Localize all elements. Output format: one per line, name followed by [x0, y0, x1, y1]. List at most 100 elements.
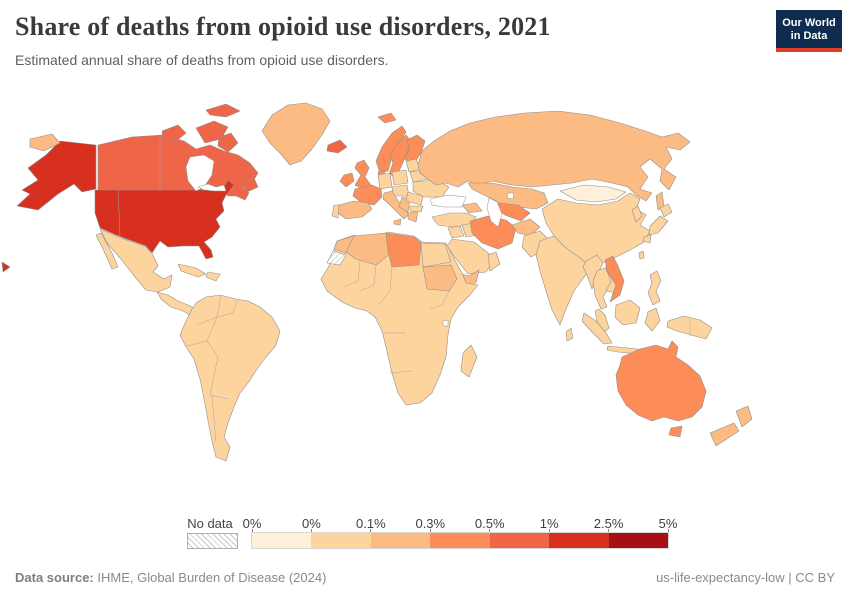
country-spain[interactable] — [337, 200, 373, 220]
legend-tick-label: 0% — [242, 516, 262, 531]
country-japan-honshu[interactable] — [648, 215, 669, 236]
country-japan-kyushu[interactable] — [642, 234, 652, 244]
country-mexico-baja[interactable] — [95, 232, 119, 270]
legend-bucket-2[interactable] — [370, 533, 431, 548]
country-sulawesi[interactable] — [644, 307, 661, 332]
country-south-korea[interactable] — [631, 205, 643, 223]
owid-logo[interactable]: Our World in Data — [776, 10, 842, 52]
legend-bucket-5[interactable] — [549, 533, 609, 548]
country-new-guinea[interactable] — [666, 315, 713, 340]
country-iceland[interactable] — [326, 139, 348, 154]
country-tasmania[interactable] — [668, 425, 683, 438]
country-ireland[interactable] — [339, 172, 355, 188]
country-border-line — [429, 290, 450, 310]
legend-bucket-1[interactable] — [311, 533, 371, 548]
legend-tick-label: 0.1% — [356, 516, 386, 531]
legend-color-bar — [251, 532, 669, 549]
legend-tick-mark — [251, 529, 253, 533]
country-new-zealand-north[interactable] — [735, 405, 753, 428]
country-russia-chukotka-wrap[interactable] — [29, 133, 61, 152]
country-united-kingdom[interactable] — [354, 159, 372, 190]
country-alaska-united-states[interactable] — [16, 140, 97, 211]
country-germany[interactable] — [377, 172, 393, 190]
country-sudan[interactable] — [422, 264, 458, 292]
waterbody — [506, 192, 515, 200]
owid-logo-line2: in Data — [790, 30, 828, 42]
country-cuba[interactable] — [177, 263, 207, 278]
country-central-europe[interactable] — [391, 184, 410, 197]
country-libya[interactable] — [385, 232, 422, 268]
country-border-line — [206, 340, 229, 400]
chart-subtitle: Estimated annual share of deaths from op… — [15, 52, 389, 68]
country-italy[interactable] — [382, 190, 410, 220]
country-france[interactable] — [352, 184, 383, 206]
country-portugal[interactable] — [331, 204, 340, 219]
country-svalbard[interactable] — [377, 112, 397, 124]
data-source-text: IHME, Global Burden of Disease (2024) — [93, 570, 327, 585]
country-borneo[interactable] — [614, 299, 641, 326]
country-caucasus[interactable] — [461, 202, 483, 214]
country-finland[interactable] — [404, 134, 426, 166]
owid-logo-line1: Our World — [782, 17, 836, 29]
country-greenland[interactable] — [261, 102, 331, 166]
country-vietnam[interactable] — [604, 255, 625, 303]
country-greece[interactable] — [407, 210, 419, 223]
legend-bucket-0[interactable] — [252, 533, 312, 548]
legend-tick-label: 1% — [539, 516, 559, 531]
country-poland[interactable] — [391, 169, 409, 186]
country-sri-lanka[interactable] — [565, 327, 574, 342]
legend-tick-label: 0% — [302, 516, 321, 531]
country-sweden[interactable] — [388, 134, 412, 178]
country-mongolia[interactable] — [559, 184, 627, 203]
country-border-line — [211, 394, 217, 444]
legend-tick-label: 2.5% — [593, 516, 624, 531]
country-egypt[interactable] — [420, 242, 452, 268]
country-philippines[interactable] — [647, 270, 662, 306]
country-canada-victoria-island[interactable] — [161, 124, 187, 142]
country-russia[interactable] — [417, 110, 691, 202]
country-canada-ellesmere[interactable] — [205, 103, 241, 118]
footer-note-right: us-life-expectancy-low | CC BY — [656, 570, 835, 585]
country-oman[interactable] — [487, 251, 501, 272]
country-border-line — [359, 264, 377, 292]
legend-bucket-6[interactable] — [608, 533, 668, 548]
country-south-america[interactable] — [179, 294, 281, 462]
no-data-swatch[interactable] — [187, 533, 238, 549]
country-levant[interactable] — [447, 225, 465, 239]
country-taiwan[interactable] — [638, 250, 645, 260]
country-canada[interactable] — [97, 134, 259, 201]
country-united-states[interactable] — [94, 179, 235, 260]
waterbody — [442, 319, 449, 327]
legend-bucket-4[interactable] — [489, 533, 550, 548]
legend-tick-label: 0.5% — [474, 516, 505, 531]
country-romania[interactable] — [405, 191, 424, 206]
country-western-sahara[interactable] — [326, 250, 347, 266]
legend-tick-label: 0.3% — [415, 516, 446, 531]
country-new-zealand-south[interactable] — [709, 422, 740, 447]
country-hawaii-united-states[interactable] — [1, 261, 11, 273]
country-canada-baffin-south[interactable] — [217, 132, 239, 153]
country-border-line — [216, 299, 238, 318]
country-sicily[interactable] — [393, 218, 402, 226]
legend-tick-labels: 0% 0% 0.1% 0.3% 0.5% 1% 2.5% 5% — [243, 516, 677, 533]
country-canada-newfoundland[interactable] — [241, 177, 259, 193]
country-japan-hokkaido[interactable] — [659, 203, 673, 218]
legend-tick-mark — [548, 529, 550, 533]
legend-tick-mark — [310, 529, 312, 533]
legend-tick-label: 5% — [658, 516, 678, 531]
country-australia[interactable] — [615, 340, 707, 422]
map-legend: No data 0% 0% 0.1% 0.3% 0.5% 1% 2.5% 5% — [0, 516, 850, 552]
country-madagascar[interactable] — [460, 344, 478, 378]
chart-footer: Data source: IHME, Global Burden of Dise… — [15, 570, 835, 585]
country-mexico[interactable] — [99, 228, 173, 293]
page-title: Share of deaths from opioid use disorder… — [15, 12, 551, 41]
country-hispaniola[interactable] — [205, 271, 221, 282]
legend-bucket-3[interactable] — [430, 533, 490, 548]
country-bulgaria[interactable] — [409, 205, 424, 213]
waterbody — [429, 194, 467, 208]
country-border-line — [377, 266, 393, 306]
country-afghanistan[interactable] — [511, 218, 541, 237]
country-sumatra[interactable] — [581, 312, 613, 345]
legend-tick-mark — [370, 529, 372, 533]
